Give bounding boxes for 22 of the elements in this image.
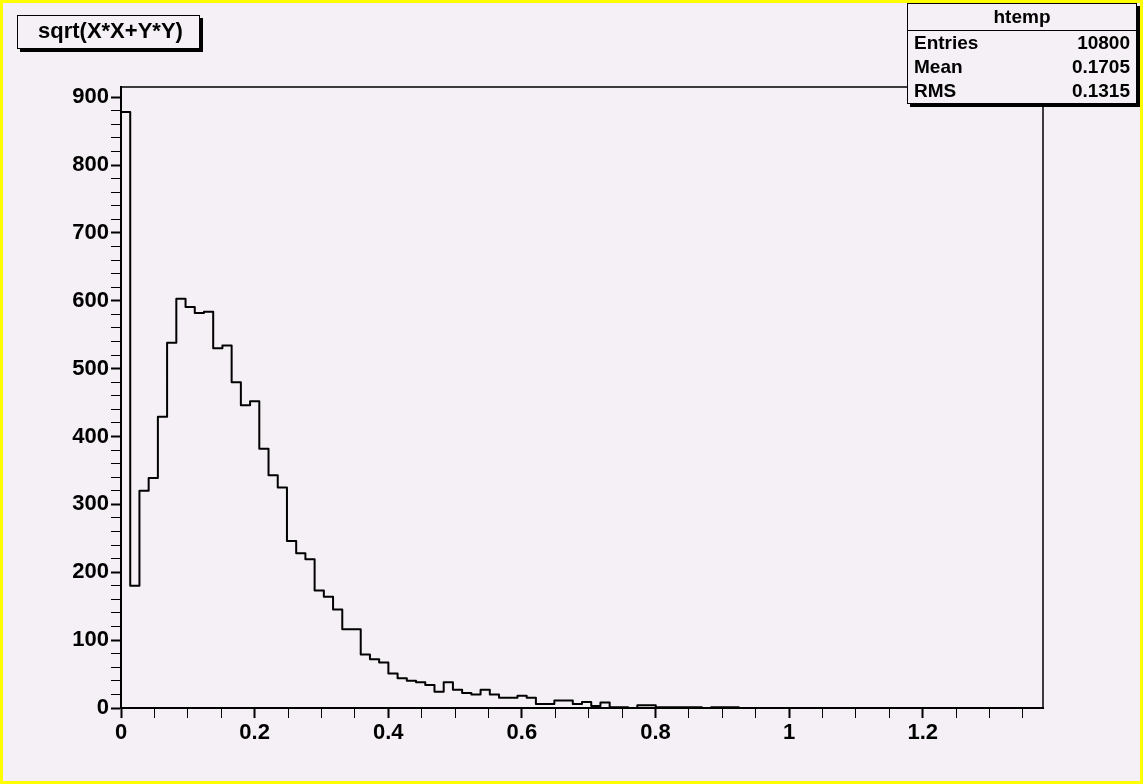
y-tick-label: 700 — [72, 218, 109, 244]
x-tick-label: 0 — [114, 719, 128, 745]
x-tick-label: 0.4 — [372, 719, 405, 745]
x-tick-label: 1.2 — [907, 719, 939, 745]
y-tick-label: 100 — [72, 626, 109, 652]
text: RMS 0.1315 — [914, 80, 1130, 101]
chart-title: sqrt(X*X+Y*Y) — [17, 15, 200, 49]
y-tick-label: 900 — [72, 83, 109, 109]
x-tick-label: 0.8 — [640, 719, 671, 745]
y-tick-label: 400 — [72, 422, 109, 448]
x-tick-label: 0.6 — [506, 719, 538, 745]
x-tick-label: 0.2 — [239, 719, 270, 745]
x-tick-label: 1 — [782, 719, 796, 745]
y-tick-label: 300 — [72, 490, 109, 516]
text: htemp — [908, 4, 1136, 31]
text: Mean 0.1705 — [914, 56, 1130, 77]
y-tick-label: 600 — [72, 286, 109, 312]
text: Entries 10800 — [914, 32, 1130, 53]
y-tick-label: 0 — [96, 694, 109, 720]
y-tick-label: 200 — [72, 558, 109, 584]
y-tick-label: 800 — [72, 151, 109, 177]
y-tick-label: 500 — [72, 354, 109, 380]
